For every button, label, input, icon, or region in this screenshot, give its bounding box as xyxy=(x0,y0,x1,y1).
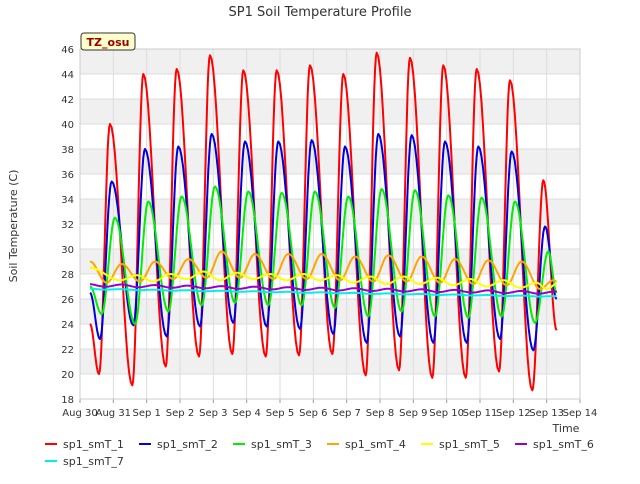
x-tick-label: Sep 14 xyxy=(563,408,598,419)
tick-labels: 18 20 22 24 26 28 30 32 34 36 38 40 42 44 46 Aug 30Aug … xyxy=(61,45,597,419)
series-line-sp1_smT_4 xyxy=(89,250,558,290)
x-tick-label: Sep 13 xyxy=(529,408,564,419)
legend-label-sp1_smT_7: sp1_smT_7 xyxy=(63,455,124,468)
series-line-sp1_smT_6 xyxy=(89,283,557,295)
x-tick-label: Sep 9 xyxy=(399,408,427,419)
chart-title: SP1 Soil Temperature Profile xyxy=(229,5,412,20)
x-tick-label: Aug 30 xyxy=(62,408,97,419)
legend: sp1_smT_1 sp1_smT_2 sp1_smT_3 sp1_smT_4 sp1_… xyxy=(45,438,594,468)
axes xyxy=(79,48,581,403)
legend-label-sp1_smT_3: sp1_smT_3 xyxy=(251,438,312,451)
series-line-sp1_smT_2 xyxy=(89,133,558,352)
x-tick-label: Aug 31 xyxy=(96,408,131,419)
x-tick-label: Sep 10 xyxy=(429,408,464,419)
y-tick-label: 40 xyxy=(61,120,74,131)
x-tick-label: Sep 4 xyxy=(232,408,260,419)
series-line-sp1_smT_7 xyxy=(89,287,557,298)
series-layer xyxy=(89,51,558,392)
legend-label-sp1_smT_2: sp1_smT_2 xyxy=(157,438,218,451)
y-tick-label: 20 xyxy=(61,370,74,381)
grid-band xyxy=(80,199,580,224)
x-tick-label: Sep 12 xyxy=(496,408,531,419)
y-tick-label: 34 xyxy=(61,195,74,206)
y-tick-label: 30 xyxy=(61,245,74,256)
legend-label-sp1_smT_4: sp1_smT_4 xyxy=(345,438,406,451)
grid-band xyxy=(80,149,580,174)
y-tick-label: 38 xyxy=(61,145,74,156)
y-tick-label: 22 xyxy=(61,345,74,356)
x-axis-label: Time xyxy=(552,422,580,435)
x-tick-label: Sep 5 xyxy=(266,408,294,419)
y-tick-label: 26 xyxy=(61,295,74,306)
x-tick-label: Sep 11 xyxy=(463,408,498,419)
y-tick-label: 32 xyxy=(61,220,74,231)
y-tick-label: 42 xyxy=(61,95,74,106)
grid-band xyxy=(80,99,580,124)
y-tick-label: 44 xyxy=(61,70,74,81)
grid-band xyxy=(80,49,580,74)
legend-label-sp1_smT_5: sp1_smT_5 xyxy=(439,438,500,451)
x-tick-label: Sep 1 xyxy=(132,408,160,419)
y-axis-label: Soil Temperature (C) xyxy=(7,170,20,283)
plot-frame xyxy=(79,48,581,400)
grid-band xyxy=(80,349,580,374)
x-tick-label: Sep 6 xyxy=(299,408,327,419)
y-tick-label: 18 xyxy=(61,395,74,406)
series-line-sp1_smT_5 xyxy=(89,266,557,290)
y-tick-label: 24 xyxy=(61,320,74,331)
x-tick-label: Sep 3 xyxy=(199,408,227,419)
series-line-sp1_smT_3 xyxy=(89,185,558,325)
y-tick-label: 28 xyxy=(61,270,74,281)
grid-bands xyxy=(80,49,580,374)
x-tick-label: Sep 8 xyxy=(366,408,394,419)
legend-label-sp1_smT_6: sp1_smT_6 xyxy=(533,438,594,451)
x-tick-label: Sep 7 xyxy=(332,408,360,419)
annotation-label: TZ_osu xyxy=(87,36,130,49)
annotation-box: TZ_osu xyxy=(80,32,136,51)
y-tick-label: 46 xyxy=(61,45,74,56)
annotation-frame xyxy=(80,32,136,51)
x-tick-label: Sep 2 xyxy=(166,408,194,419)
legend-label-sp1_smT_1: sp1_smT_1 xyxy=(63,438,124,451)
y-tick-label: 36 xyxy=(61,170,74,181)
